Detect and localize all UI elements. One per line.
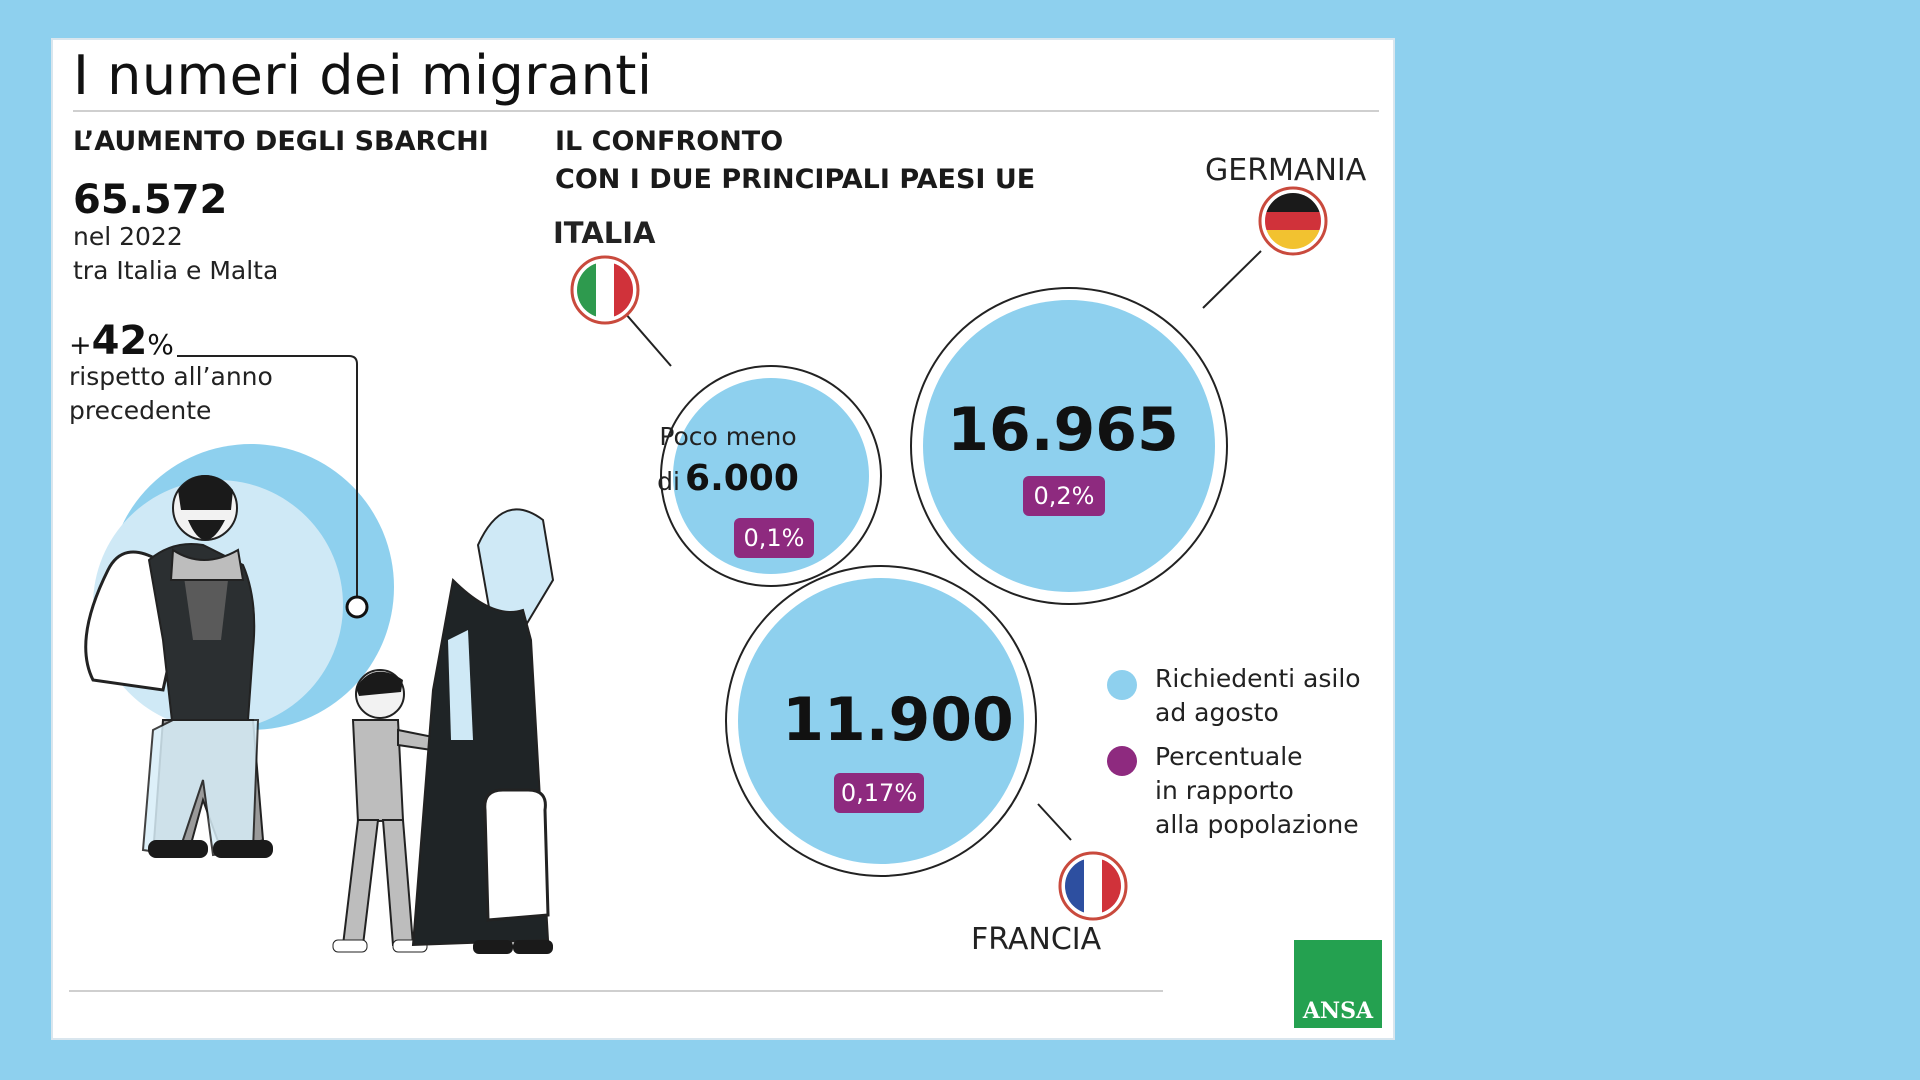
sbarchi-change-plus: +	[69, 330, 92, 361]
italia-percent-badge: 0,1%	[734, 518, 814, 558]
germania-value: 16.965	[947, 395, 1179, 465]
legend-asylum-line1: Richiedenti asilo	[1155, 664, 1361, 693]
legend-asylum-dot	[1107, 670, 1137, 700]
italia-value: 6.000	[685, 458, 799, 499]
legend-percent-line1: Percentuale	[1155, 742, 1303, 771]
francia-bubble	[738, 578, 1024, 864]
sbarchi-year: nel 2022	[73, 222, 183, 251]
francia-label: FRANCIA	[971, 922, 1102, 957]
migrant-child-illustration	[332, 669, 450, 953]
confronto-heading-line2: CON I DUE PRINCIPALI PAESI UE	[555, 164, 1036, 195]
legend-asylum-line2: ad agosto	[1155, 698, 1279, 727]
legend-percent-dot	[1107, 746, 1137, 776]
sbarchi-change: +42%	[69, 318, 174, 364]
francia-connector	[1037, 803, 1072, 841]
sbarchi-change-value: 42	[91, 318, 148, 364]
sbarchi-change-line1: rispetto all’anno	[69, 362, 273, 391]
francia-value: 11.900	[782, 685, 1014, 755]
page-title: I numeri dei migranti	[73, 44, 653, 107]
confronto-heading-line1: IL CONFRONTO	[555, 126, 784, 157]
germania-label: GERMANIA	[1205, 153, 1367, 188]
italia-label: ITALIA	[553, 216, 656, 250]
bottom-divider	[69, 990, 1163, 992]
sbarchi-connector-dot	[345, 595, 369, 619]
ansa-logo-text: ANSA	[1302, 998, 1374, 1024]
migrant-man-illustration	[84, 475, 273, 858]
sbarchi-area: tra Italia e Malta	[73, 256, 279, 285]
italia-di: di	[657, 467, 680, 496]
italy-flag-icon	[570, 255, 640, 325]
infographic-card: I numeri dei migranti L’AUMENTO DEGLI SB…	[51, 38, 1395, 1040]
sbarchi-total: 65.572	[73, 177, 228, 223]
sbarchi-change-line2: precedente	[69, 396, 212, 425]
france-flag-icon	[1058, 851, 1128, 921]
ansa-logo: ANSA	[1294, 940, 1382, 1028]
italia-prefix: Poco meno	[659, 422, 797, 451]
germania-percent-badge: 0,2%	[1023, 476, 1105, 516]
legend-percent-line3: alla popolazione	[1155, 810, 1359, 839]
germany-flag-icon	[1258, 186, 1328, 256]
italia-bubble	[673, 378, 869, 574]
legend-percent-line2: in rapporto	[1155, 776, 1294, 805]
sbarchi-change-symbol: %	[147, 328, 174, 361]
title-divider	[73, 110, 1379, 112]
francia-percent-badge: 0,17%	[834, 773, 924, 813]
italia-value-line: di 6.000	[633, 458, 823, 499]
infographic-artwork	[84, 186, 1328, 954]
migrant-woman-illustration	[411, 508, 555, 954]
germania-connector	[1202, 250, 1262, 309]
sbarchi-connector-line	[177, 355, 358, 606]
germania-bubble	[923, 300, 1215, 592]
sbarchi-heading: L’AUMENTO DEGLI SBARCHI	[73, 126, 489, 157]
